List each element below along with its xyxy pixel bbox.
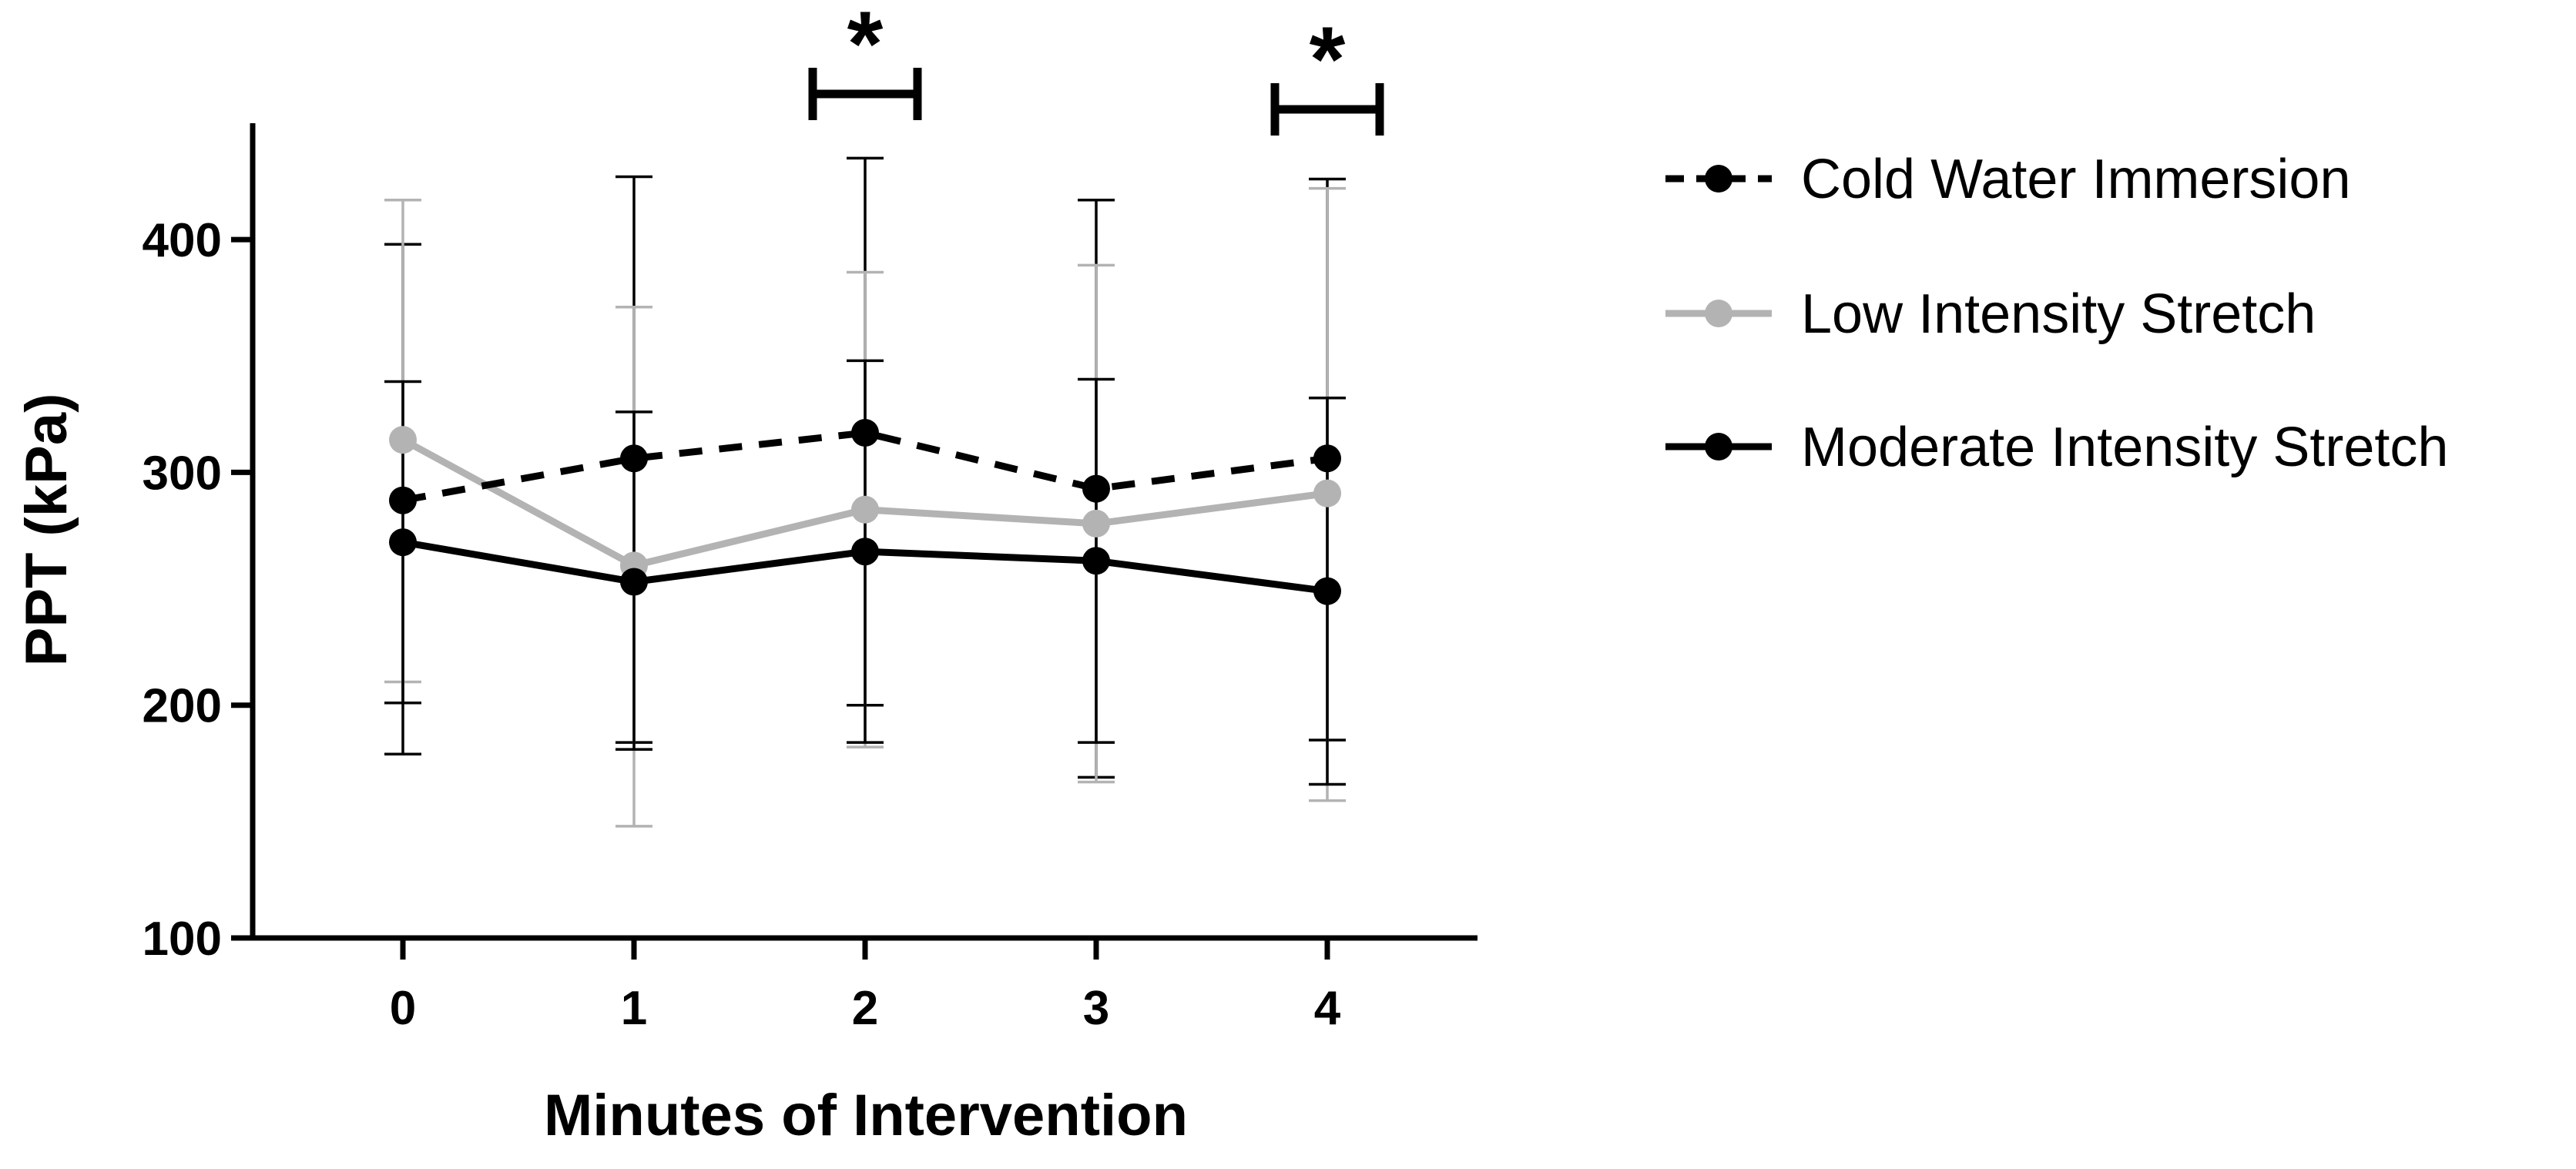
y-tick-label: 300 (143, 447, 222, 500)
data-point (851, 495, 879, 524)
x-tick-label: 2 (852, 982, 878, 1035)
y-axis-title: PPT (kPa) (14, 394, 79, 667)
legend-label: Moderate Intensity Stretch (1801, 417, 2448, 478)
axes: 100 200 300 400 0 1 2 3 4 (143, 123, 1478, 1035)
x-tick-label: 1 (621, 982, 647, 1035)
data-point (389, 486, 417, 514)
x-axis-title: Minutes of Intervention (544, 1083, 1188, 1148)
data-point (1082, 509, 1110, 538)
series-points (389, 419, 1341, 605)
significance-star: * (847, 0, 884, 95)
data-point (389, 528, 417, 557)
y-tick-label: 200 (143, 680, 222, 733)
x-tick-label: 0 (390, 982, 416, 1035)
significance-star: * (1310, 8, 1346, 111)
data-point (1313, 577, 1341, 605)
x-tick-label: 4 (1314, 982, 1341, 1035)
data-point (851, 538, 879, 566)
legend-marker (1705, 433, 1732, 461)
series-line (402, 429, 1328, 504)
legend-label: Cold Water Immersion (1801, 149, 2351, 210)
legend-marker (1705, 300, 1732, 327)
legend: Cold Water Immersion Low Intensity Stretc… (1665, 149, 2448, 478)
data-point (1313, 444, 1341, 473)
legend-marker (1705, 165, 1732, 193)
y-tick-label: 400 (143, 214, 222, 267)
legend-label: Low Intensity Stretch (1801, 283, 2316, 345)
error-bars (384, 156, 1346, 828)
data-point (851, 419, 879, 447)
significance-markers: * * (808, 0, 1384, 136)
data-point (620, 568, 648, 596)
data-point (389, 426, 417, 454)
data-point (620, 444, 648, 473)
x-tick-label: 3 (1083, 982, 1109, 1035)
data-point (1313, 479, 1341, 507)
data-point (1082, 474, 1110, 503)
y-tick-label: 100 (143, 913, 222, 966)
data-point (1082, 547, 1110, 575)
